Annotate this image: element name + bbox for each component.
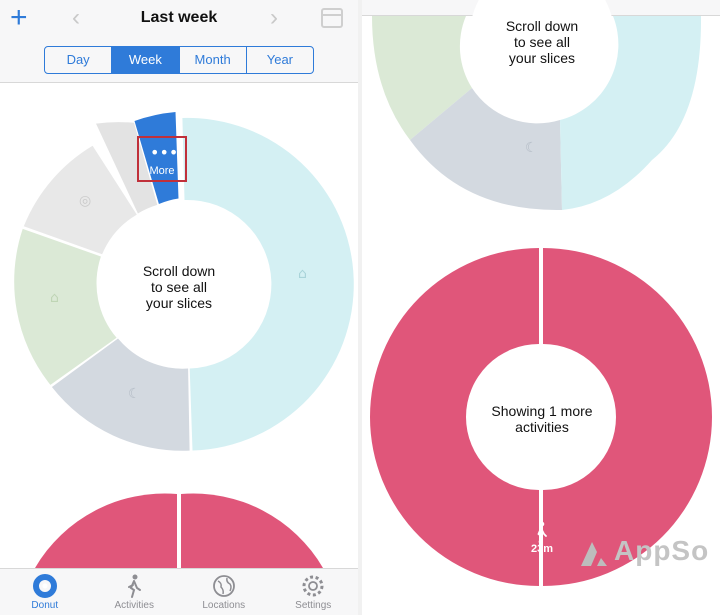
segment-day[interactable]: Day xyxy=(45,47,113,73)
more-donut-center-text: Showing 1 more activities xyxy=(470,403,614,435)
pink-slice-left[interactable] xyxy=(370,248,539,586)
tab-donut-label: Donut xyxy=(31,600,59,611)
circle-icon: ◎ xyxy=(79,193,91,209)
walking-person-icon xyxy=(128,574,142,598)
tab-locations[interactable]: Locations xyxy=(179,569,269,615)
moon-icon: ☾ xyxy=(525,140,538,156)
header: + ‹ Last week › Day Week Month Year xyxy=(0,0,358,83)
slice-gray-large[interactable] xyxy=(23,145,137,255)
more-line-2: activities xyxy=(515,419,569,435)
page-title: Last week xyxy=(140,9,218,26)
donut-icon xyxy=(32,574,57,598)
watermark: AppSo xyxy=(614,535,710,566)
slice-green[interactable] xyxy=(14,228,117,385)
center-line-2: to see all xyxy=(513,34,571,50)
home-icon: ⌂ xyxy=(50,290,59,306)
segment-year[interactable]: Year xyxy=(266,52,294,67)
tab-donut[interactable]: Donut xyxy=(0,569,90,615)
center-line-3: your slices xyxy=(508,50,576,66)
chevron-right-icon[interactable]: › xyxy=(270,4,278,31)
highlight-box xyxy=(137,136,187,182)
donut-chart: ⌂ ☾ ⌂ ◎ ••• More xyxy=(14,112,354,568)
center-line-1: Scroll down xyxy=(142,263,216,279)
tab-bar: Donut Activities Locations Settings xyxy=(0,568,358,615)
pink-donut-slice-right[interactable] xyxy=(181,493,323,568)
slice-sleep[interactable] xyxy=(51,338,190,451)
globe-icon xyxy=(212,575,235,597)
moon-icon: ☾ xyxy=(128,386,141,402)
panel-divider xyxy=(358,0,362,615)
tab-settings-label: Settings xyxy=(295,600,332,611)
calendar-icon[interactable] xyxy=(321,8,343,28)
slice-home[interactable] xyxy=(182,117,354,451)
more-label[interactable]: More xyxy=(149,165,174,177)
chevron-left-icon[interactable]: ‹ xyxy=(72,4,80,31)
slice-sleep[interactable] xyxy=(410,88,562,211)
center-line-2: to see all xyxy=(150,279,208,295)
period-segmented-control: Day Week Month Year xyxy=(44,46,314,74)
activity-duration: 23m xyxy=(531,543,553,555)
home-icon: ⌂ xyxy=(298,266,307,282)
more-dots-icon: ••• xyxy=(150,143,178,162)
add-icon[interactable]: + xyxy=(10,1,28,34)
donut-center-text: Scroll down to see all your slices xyxy=(480,18,604,66)
segment-week[interactable]: Week xyxy=(112,47,180,73)
right-screen: Last week ☾ 23m Scroll down to see all y… xyxy=(362,0,720,615)
tab-activities[interactable]: Activities xyxy=(90,569,180,615)
center-line-3: your slices xyxy=(145,295,213,311)
tab-settings[interactable]: Settings xyxy=(269,569,359,615)
tab-activities-label: Activities xyxy=(114,600,154,611)
pink-donut-slice-left[interactable] xyxy=(35,493,177,568)
gear-icon xyxy=(302,575,324,597)
donut-center-text: Scroll down to see all your slices xyxy=(119,263,239,311)
donut-chart-scrolled: ☾ 23m xyxy=(370,0,712,586)
tab-locations-label: Locations xyxy=(202,600,246,611)
slice-gray-small[interactable] xyxy=(96,122,158,214)
appso-logo-icon xyxy=(581,542,607,566)
segment-month[interactable]: Month xyxy=(180,47,247,73)
center-line-1: Scroll down xyxy=(505,18,579,34)
more-line-1: Showing 1 more xyxy=(491,403,593,419)
walking-person-icon xyxy=(537,521,547,543)
pink-slice-right[interactable] xyxy=(543,248,712,586)
slice-home[interactable] xyxy=(560,16,702,210)
left-screen: + ‹ Last week › Day Week Month Year ⌂ ☾ … xyxy=(0,0,358,615)
donut-hole xyxy=(469,0,615,120)
slice-green[interactable] xyxy=(372,16,472,140)
